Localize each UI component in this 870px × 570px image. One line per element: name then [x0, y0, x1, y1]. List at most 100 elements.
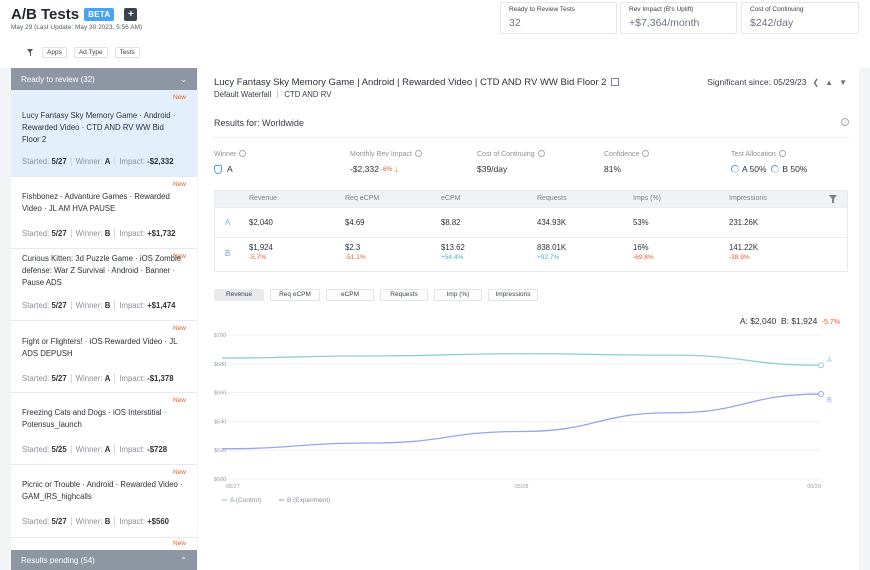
new-badge: New: [172, 325, 186, 332]
legend-item: B (Experiment): [287, 497, 330, 504]
test-name: Lucy Fantasy Sky Memory Game · Android ·…: [22, 111, 176, 144]
y-tick-label: $640: [214, 419, 226, 425]
test-card[interactable]: New Lucy Fantasy Sky Memory Game · Andro…: [11, 90, 197, 177]
x-tick-label: 05/29: [807, 484, 821, 490]
filter-tests[interactable]: Tests: [114, 47, 140, 58]
stat-test-allocation: Test Allocation A 50% B 50%: [731, 150, 808, 174]
new-badge: New: [172, 397, 186, 404]
stat-winner: Winner A: [214, 150, 247, 174]
trophy-icon: [214, 164, 222, 174]
page-header: A/B Tests BETA + May 29 (Last Update: Ma…: [0, 0, 870, 68]
stat-cost-of-continuing: Cost of Continuing $39/day: [477, 150, 545, 174]
new-badge: New: [172, 253, 186, 260]
info-icon[interactable]: [239, 150, 247, 157]
test-title: Lucy Fantasy Sky Memory Game | Android |…: [214, 77, 620, 88]
new-badge: New: [172, 181, 186, 188]
test-meta: Started: 5/25 Winner: A Impact: -$728: [22, 445, 168, 454]
test-subtitle: Default Waterfall CTD AND RV: [214, 90, 332, 99]
divider: [214, 137, 849, 138]
chevron-up-icon: ⌃: [180, 555, 187, 565]
page-title-row: A/B Tests BETA +: [11, 6, 138, 23]
test-name: Picnic or Trouble · Android · Rewarded V…: [22, 480, 183, 501]
table-row: B $1,924 -5.7% $2.3 -51.1% $13.62 +54.4% 83…: [215, 237, 847, 271]
kpi-rev-impact: Rev Impact (B's Uplift) +$7,364/month: [620, 2, 737, 34]
external-link-icon[interactable]: [611, 78, 620, 86]
arrow-down-icon: ↓: [394, 164, 399, 174]
filter-bar: Apps Ad Type Tests: [27, 47, 140, 58]
y-tick-label: $680: [214, 362, 226, 368]
allocation-pie-icon: [771, 165, 780, 173]
new-badge: New: [172, 540, 186, 547]
info-icon[interactable]: [537, 150, 545, 157]
info-icon[interactable]: i: [841, 118, 849, 126]
y-tick-label: $600: [214, 477, 226, 483]
test-detail-panel: Lucy Fantasy Sky Memory Game | Android |…: [198, 68, 859, 570]
filter-icon[interactable]: [829, 195, 837, 203]
tab-req-ecpm[interactable]: Req eCPM: [270, 289, 320, 301]
significant-since: Significant since: 05/29/23 ❮ ▲ ▼: [707, 77, 847, 87]
thumbs-up-icon[interactable]: ▲: [825, 77, 834, 87]
new-badge: New: [172, 94, 186, 101]
page-title: A/B Tests: [11, 6, 80, 23]
y-tick-label: $620: [214, 448, 226, 454]
filter-apps[interactable]: Apps: [42, 47, 67, 58]
tab-ecpm[interactable]: eCPM: [326, 289, 374, 301]
test-name: Fishbonez - Advanture Games · Rewarded V…: [22, 192, 170, 213]
ready-to-review-header[interactable]: Ready to review (32) ⌄: [11, 68, 197, 90]
series-end-label: A: [827, 357, 832, 364]
allocation-pie-icon: [731, 165, 739, 173]
series-line-b: [221, 393, 822, 450]
tests-sidebar: Ready to review (32) ⌄ New Lucy Fantasy …: [11, 68, 197, 570]
new-badge: New: [172, 469, 186, 476]
info-icon[interactable]: [642, 150, 650, 157]
series-end-label: B: [827, 397, 832, 404]
thumbs-down-icon[interactable]: ▼: [839, 77, 847, 87]
kpi-ready-to-review: Ready to Review Tests 32: [500, 2, 617, 34]
test-card[interactable]: New Freezing Cats and Dogs · iOS Interst…: [11, 393, 197, 465]
share-icon[interactable]: ❮: [812, 77, 820, 87]
tab-impressions[interactable]: Impressions: [488, 289, 538, 301]
x-tick-label: 05/28: [515, 484, 529, 490]
test-meta: Started: 5/27 Winner: B Impact: +$1,474: [22, 301, 176, 310]
tab-requests[interactable]: Requests: [380, 289, 428, 301]
chart-summary: A: $2,040 B: $1,924 -5.7%: [739, 316, 840, 326]
test-name: Freezing Cats and Dogs · iOS Interstitia…: [22, 408, 167, 429]
stat-monthly-rev-impact: Monthly Rev Impact -$2,332 -6% ↓: [350, 150, 422, 174]
series-endpoint: [818, 362, 824, 369]
info-icon[interactable]: [778, 150, 786, 157]
y-tick-label: $700: [214, 333, 226, 339]
test-card[interactable]: New Fishbonez - Advanture Games · Reward…: [11, 177, 197, 249]
series-line-a: [221, 353, 822, 366]
tab-imp[interactable]: Imp (%): [434, 289, 482, 301]
last-update-text: May 29 (Last Update: May 30 2023, 5:56 A…: [11, 24, 143, 31]
filter-icon: [27, 49, 34, 56]
add-bookmark-icon[interactable]: +: [124, 8, 138, 21]
beta-badge: BETA: [84, 8, 115, 21]
test-card[interactable]: New Fight or Flighters! · iOS Rewarded V…: [11, 321, 197, 393]
info-icon[interactable]: [414, 150, 422, 157]
table-header: Revenue Req eCPM eCPM Requests Imps (%) …: [215, 191, 847, 207]
x-tick-label: 05/27: [226, 484, 240, 490]
test-card[interactable]: New Picnic or Trouble · Android · Reward…: [11, 465, 197, 538]
test-meta: Started: 5/27 Winner: B Impact: +$1,732: [22, 229, 176, 238]
legend-item: A (Control): [230, 497, 261, 504]
filter-ad-type[interactable]: Ad Type: [73, 47, 108, 58]
results-pending-header[interactable]: Results pending (54) ⌃: [11, 550, 197, 570]
stat-confidence: Confidence 81%: [604, 150, 650, 174]
test-name: Curious Kitten: 3d Puzzle Game · iOS Zom…: [22, 254, 182, 287]
test-card[interactable]: New Curious Kitten: 3d Puzzle Game · iOS…: [11, 249, 197, 321]
test-card[interactable]: New: [11, 538, 197, 550]
results-for: Results for: Worldwide: [214, 118, 304, 128]
series-endpoint: [818, 391, 824, 398]
test-meta: Started: 5/27 Winner: A Impact: -$2,332: [22, 157, 174, 166]
table-row: A $2,040 $4.69 $8.82 434.93K 53% 231.26K: [215, 207, 847, 237]
kpi-cost-of-continuing: Cost of Continuing $242/day: [741, 2, 859, 34]
test-meta: Started: 5/27 Winner: B Impact: +$560: [22, 517, 170, 526]
test-name: Fight or Flighters! · iOS Rewarded Video…: [22, 337, 178, 358]
y-tick-label: $660: [214, 391, 226, 397]
chevron-down-icon: ⌄: [180, 74, 187, 84]
metric-tabs: Revenue Req eCPM eCPM Requests Imp (%) I…: [214, 289, 538, 301]
variant-table: Revenue Req eCPM eCPM Requests Imps (%) …: [214, 190, 848, 272]
tab-revenue[interactable]: Revenue: [214, 289, 264, 301]
